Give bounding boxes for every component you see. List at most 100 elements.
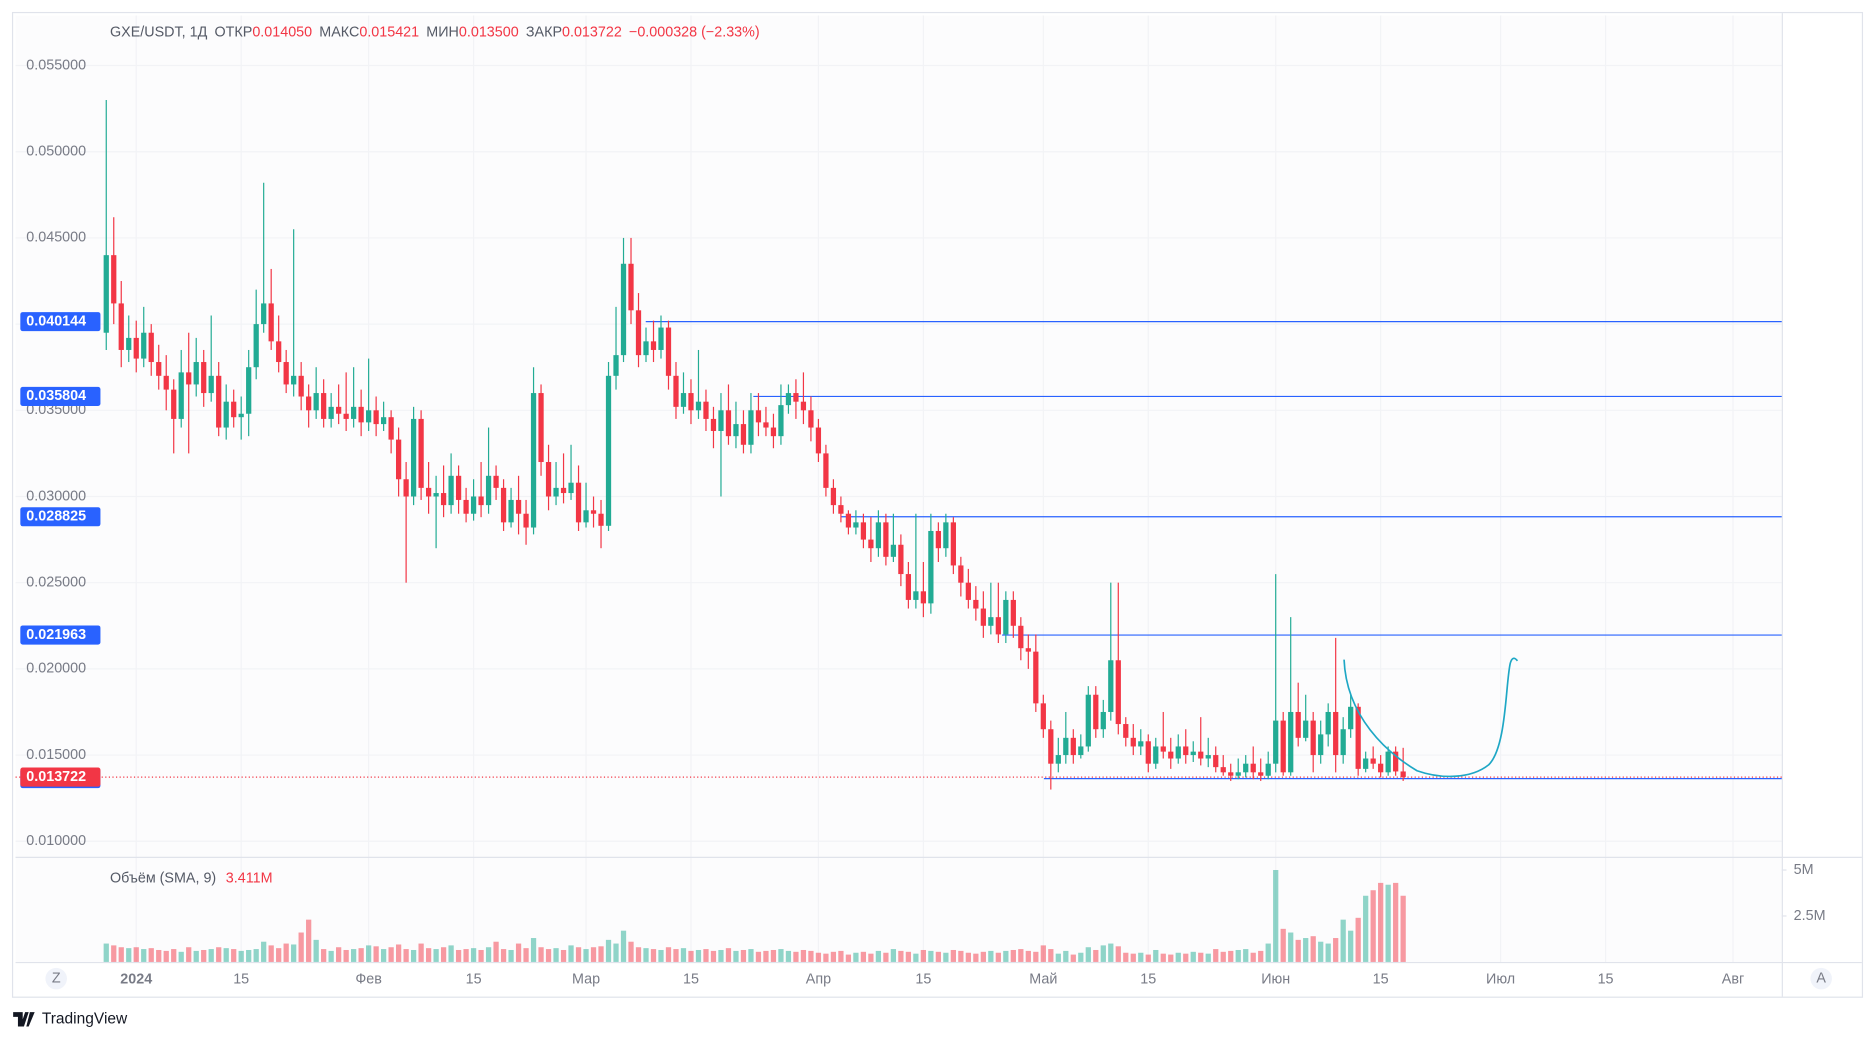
left-button[interactable] bbox=[45, 967, 67, 990]
volume-bar bbox=[1273, 870, 1279, 962]
volume-bar bbox=[598, 946, 604, 962]
candle-body bbox=[186, 372, 192, 385]
volume-bar bbox=[171, 949, 177, 962]
candle-body bbox=[238, 413, 244, 418]
volume-title: Объём (SMA, 9) 3.411M bbox=[110, 870, 273, 886]
volume-bar bbox=[1108, 943, 1114, 962]
volume-bar bbox=[823, 953, 829, 962]
volume-bar bbox=[1168, 954, 1174, 962]
volume-bar bbox=[845, 954, 852, 962]
volume-bar bbox=[650, 949, 657, 962]
volume-bar bbox=[253, 949, 259, 962]
candle-body bbox=[1115, 660, 1121, 725]
volume-bar bbox=[1250, 952, 1256, 962]
volume-bar bbox=[133, 947, 139, 962]
volume-bar bbox=[410, 949, 417, 962]
candle-body bbox=[1070, 737, 1076, 756]
candle-body bbox=[680, 393, 687, 407]
volume-bar bbox=[860, 951, 867, 962]
volume-bar bbox=[208, 949, 214, 962]
candle-body bbox=[126, 337, 132, 350]
volume-bar bbox=[883, 952, 889, 962]
candle-body bbox=[261, 303, 267, 325]
volume-bar bbox=[1355, 917, 1361, 962]
level-label: 0.035804 bbox=[26, 388, 86, 404]
y-tick-label: 0.015000 bbox=[26, 747, 86, 763]
level-label: 0.028825 bbox=[26, 509, 86, 525]
volume-bar bbox=[868, 953, 874, 962]
level-label-bg bbox=[20, 625, 101, 645]
volume-tick-label: 5M bbox=[1794, 862, 1814, 878]
candle-body bbox=[770, 427, 777, 437]
right-button[interactable] bbox=[1810, 967, 1832, 990]
candle-body bbox=[268, 303, 274, 342]
right-button-label[interactable]: A bbox=[1816, 970, 1826, 986]
volume-bar bbox=[875, 950, 882, 962]
volume-bar bbox=[283, 943, 289, 962]
volume-bar bbox=[298, 932, 304, 962]
candle-body bbox=[868, 539, 874, 549]
open-value: 0.014050 bbox=[252, 24, 312, 40]
candle-body bbox=[148, 332, 154, 363]
volume-bar bbox=[1310, 936, 1316, 962]
volume-bar bbox=[515, 943, 522, 962]
volume-bar bbox=[1318, 941, 1324, 962]
candle-body bbox=[313, 393, 319, 411]
x-tick-label: 15 bbox=[1373, 972, 1389, 988]
volume-bar bbox=[583, 949, 589, 962]
candle-body bbox=[156, 362, 162, 376]
candle-body bbox=[231, 401, 237, 418]
candle-body bbox=[1235, 772, 1241, 776]
candle-body bbox=[1355, 706, 1361, 769]
candle-body bbox=[1348, 706, 1354, 730]
candle-body bbox=[1325, 711, 1331, 735]
open-label: ОТКР bbox=[215, 24, 253, 40]
candle-body bbox=[493, 475, 499, 488]
volume-bar bbox=[366, 945, 372, 962]
volume-bar bbox=[1258, 950, 1264, 962]
volume-bar bbox=[1055, 953, 1061, 962]
volume-bar bbox=[1190, 951, 1196, 962]
candle-body bbox=[1400, 771, 1406, 778]
volume-bar bbox=[853, 952, 859, 962]
candle-body bbox=[523, 513, 529, 528]
candle-body bbox=[710, 418, 717, 431]
y-tick-label: 0.025000 bbox=[26, 574, 86, 590]
candle-body bbox=[1265, 763, 1271, 776]
candle-body bbox=[1033, 651, 1039, 704]
volume-bar bbox=[748, 949, 754, 962]
candle-body bbox=[905, 574, 912, 600]
volume-label: Объём (SMA, 9) bbox=[110, 870, 216, 886]
candle-body bbox=[560, 487, 567, 494]
volume-bar bbox=[1145, 954, 1151, 962]
y-tick-label: 0.010000 bbox=[26, 833, 86, 849]
volume-bar bbox=[1295, 939, 1301, 962]
x-tick-label: Фев bbox=[355, 972, 381, 988]
candle-body bbox=[1340, 729, 1346, 756]
level-label-bg bbox=[20, 312, 101, 332]
volume-bar bbox=[141, 949, 147, 962]
left-button-label[interactable]: Z bbox=[52, 970, 61, 986]
volume-bar bbox=[575, 947, 582, 962]
volume-bar bbox=[703, 949, 709, 962]
x-tick-label: Апр bbox=[806, 972, 831, 988]
volume-bar bbox=[800, 949, 807, 962]
volume-bar bbox=[425, 948, 432, 962]
candle-body bbox=[1243, 763, 1249, 773]
volume-bar bbox=[1085, 947, 1091, 962]
candle-body bbox=[763, 422, 769, 428]
volume-bar bbox=[1228, 950, 1234, 962]
brush-drawing bbox=[1343, 657, 1519, 778]
y-tick-label: 0.055000 bbox=[26, 57, 86, 73]
candle-body bbox=[440, 493, 447, 506]
candle-body bbox=[171, 389, 177, 419]
volume-bar bbox=[778, 949, 784, 962]
volume-bar bbox=[178, 951, 184, 962]
volume-bar bbox=[163, 950, 169, 962]
candle-body bbox=[298, 375, 304, 397]
last-price-label: 0.013722 bbox=[26, 769, 86, 785]
candle-body bbox=[1003, 599, 1009, 635]
candle-body bbox=[650, 341, 657, 350]
volume-bar bbox=[523, 948, 529, 962]
